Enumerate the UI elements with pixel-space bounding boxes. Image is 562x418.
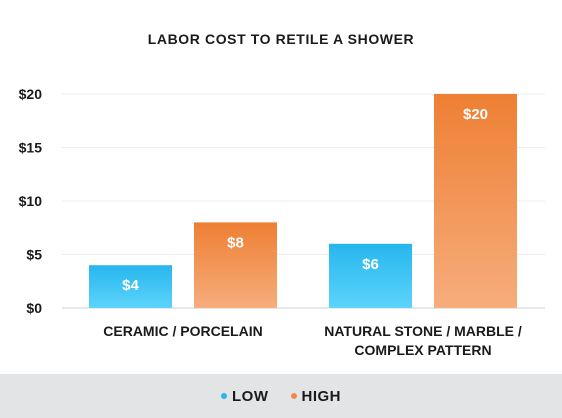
x-tick-label: NATURAL STONE / MARBLE / COMPLEX PATTERN	[324, 323, 522, 358]
data-label-low-2: $6	[362, 256, 379, 273]
x-tick-label: CERAMIC / PORCELAIN	[103, 323, 262, 339]
data-label-high-2: $20	[463, 106, 488, 123]
legend-label-high: HIGH	[301, 387, 341, 405]
legend-label-low: LOW	[232, 387, 269, 405]
y-tick-label: $15	[19, 140, 43, 156]
legend-item-high: HIGH	[290, 387, 342, 405]
y-tick-label: $10	[19, 193, 43, 209]
y-tick-label: $5	[26, 247, 42, 263]
chart-legend: LOW HIGH	[0, 374, 562, 418]
bar-low-2	[329, 243, 412, 308]
bar-high-1	[194, 222, 277, 308]
legend-dot-low	[221, 393, 227, 399]
bar-chart: LABOR COST TO RETILE A SHOWER $4$8$6$20 …	[19, 31, 545, 358]
y-tick-label: $20	[19, 86, 43, 102]
bar-high-2	[434, 94, 517, 308]
bar-low-1	[89, 265, 172, 308]
chart-title: LABOR COST TO RETILE A SHOWER	[148, 31, 415, 47]
data-label-low-1: $4	[122, 277, 139, 294]
y-tick-label: $0	[26, 300, 42, 316]
data-label-high-1: $8	[227, 234, 244, 251]
legend-item-low: LOW	[221, 388, 269, 405]
legend-dot-high	[290, 393, 297, 399]
